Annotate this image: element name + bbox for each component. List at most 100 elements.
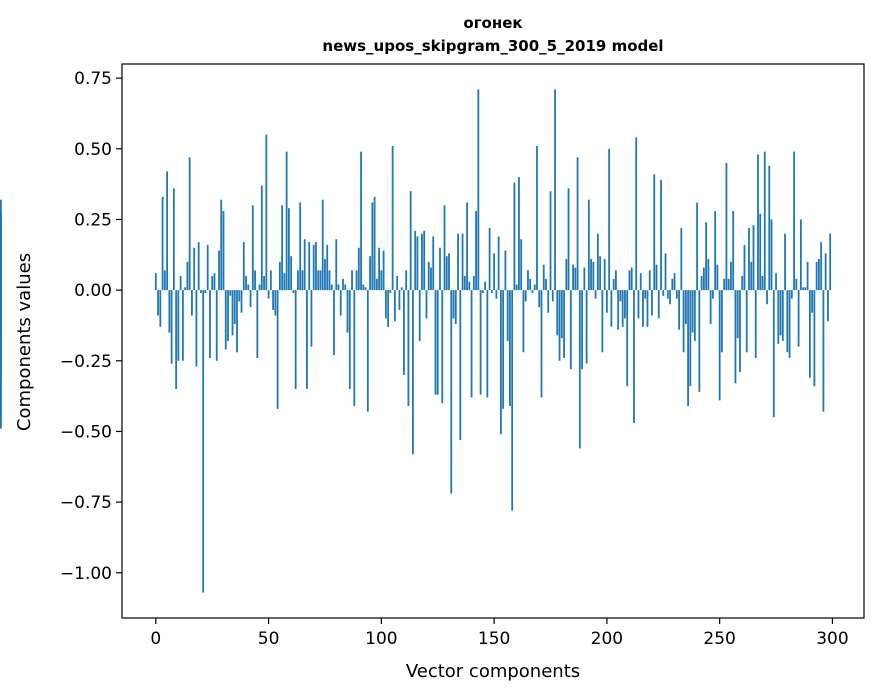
x-tick-label: 200	[591, 629, 623, 649]
bar	[215, 290, 218, 361]
bar	[817, 259, 820, 291]
bar	[294, 290, 297, 390]
bar	[233, 290, 236, 325]
bar	[175, 290, 178, 390]
bar	[793, 151, 795, 291]
bar	[418, 290, 421, 341]
bar	[806, 261, 809, 291]
bar	[486, 290, 489, 398]
bar	[382, 250, 385, 291]
bar	[308, 242, 311, 291]
bar	[718, 290, 721, 401]
bar	[675, 290, 678, 299]
bar	[594, 290, 597, 299]
bar	[633, 290, 635, 423]
bar	[615, 270, 617, 291]
bar	[680, 227, 683, 291]
bar	[824, 253, 827, 291]
bar	[493, 253, 496, 291]
bar	[592, 261, 595, 291]
x-tick-label: 150	[478, 629, 510, 649]
bar	[283, 273, 286, 291]
bar	[766, 290, 768, 305]
bar	[245, 275, 247, 291]
bar	[351, 270, 353, 291]
bar	[554, 89, 556, 291]
bar	[186, 261, 189, 291]
bar	[545, 278, 547, 291]
bar	[777, 290, 780, 344]
bar	[563, 290, 565, 358]
bar	[551, 290, 554, 302]
bar	[396, 275, 399, 291]
bar	[795, 278, 798, 291]
bar	[231, 290, 234, 336]
bar	[278, 261, 281, 291]
bar	[565, 259, 568, 291]
bar	[384, 290, 387, 319]
bar	[515, 284, 518, 291]
bar	[172, 188, 175, 291]
bar	[490, 290, 493, 293]
x-axis-label: Vector components	[406, 661, 580, 682]
bar	[319, 270, 322, 291]
bar	[265, 134, 268, 291]
bar	[387, 290, 390, 327]
bar	[770, 219, 773, 291]
bar	[206, 244, 209, 291]
bar	[0, 290, 2, 302]
bar	[306, 290, 308, 390]
bar	[256, 290, 259, 358]
bar	[263, 275, 265, 291]
bar	[642, 290, 644, 327]
bar	[709, 290, 712, 325]
bar	[678, 290, 680, 330]
bar	[389, 290, 392, 293]
bar	[730, 261, 732, 291]
bar	[691, 290, 694, 333]
bar	[687, 290, 689, 407]
bar	[213, 273, 216, 291]
bar	[815, 261, 818, 291]
bar	[736, 290, 739, 339]
bar	[743, 244, 746, 291]
bar	[315, 242, 317, 291]
chart-subtitle: news_upos_skipgram_300_5_2019 model	[322, 37, 663, 55]
bar	[432, 236, 435, 291]
bar	[802, 287, 804, 291]
bar	[312, 244, 315, 291]
bar	[375, 278, 378, 291]
bar	[479, 290, 482, 395]
bar	[513, 182, 516, 291]
bar	[310, 290, 313, 347]
bar	[204, 290, 207, 293]
bar	[567, 188, 570, 291]
bar	[188, 157, 191, 291]
bar	[330, 284, 333, 291]
bar	[366, 290, 369, 412]
bar	[786, 290, 789, 353]
bars	[0, 89, 832, 593]
bar	[639, 273, 642, 291]
bar	[448, 253, 450, 291]
bar	[698, 290, 701, 392]
bar	[425, 290, 428, 319]
bar	[436, 290, 439, 395]
bar	[827, 290, 829, 322]
bar	[542, 264, 545, 291]
bar	[445, 256, 448, 291]
bar	[427, 261, 430, 291]
bar	[362, 284, 365, 291]
bar	[669, 290, 671, 305]
bar	[222, 210, 225, 291]
bar	[470, 290, 473, 398]
bar	[405, 270, 408, 291]
bar	[605, 290, 608, 313]
bar	[154, 273, 157, 291]
x-tick-label: 250	[703, 629, 735, 649]
x-tick-label: 300	[816, 629, 848, 649]
bar	[335, 239, 338, 291]
bar	[599, 256, 602, 291]
bar	[569, 290, 572, 370]
bar	[443, 205, 446, 291]
